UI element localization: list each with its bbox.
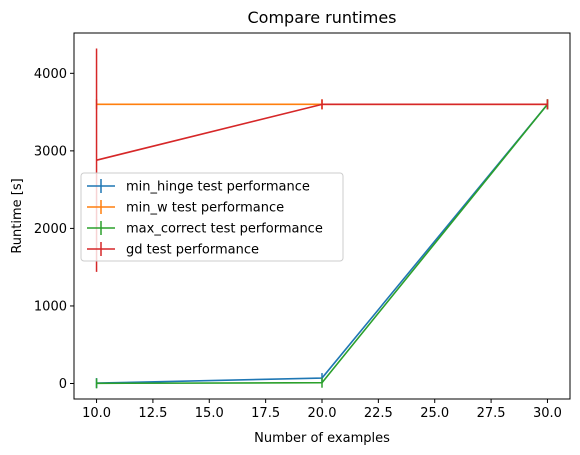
x-tick-label: 12.5 (138, 406, 167, 421)
y-tick-label: 2000 (34, 222, 67, 237)
legend-label: min_hinge test performance (126, 180, 310, 195)
y-tick-label: 3000 (34, 144, 67, 159)
x-tick-label: 30.0 (533, 406, 562, 421)
legend: min_hinge test performance min_w test per… (80, 172, 344, 262)
y-tick-label: 0 (59, 377, 67, 392)
x-tick-label: 10.0 (82, 406, 111, 421)
chart-title: Compare runtimes (247, 8, 396, 27)
x-tick-label: 20.0 (308, 406, 337, 421)
x-tick-label: 25.0 (420, 406, 449, 421)
y-tick-label: 1000 (34, 299, 67, 314)
series-line-4 (96, 103, 548, 161)
x-tick-label: 27.5 (477, 406, 506, 421)
legend-label: gd test performance (126, 243, 259, 258)
x-tick-label: 22.5 (364, 406, 393, 421)
y-tick-label: 4000 (34, 67, 67, 82)
plot-area (95, 48, 549, 389)
legend-frame (80, 172, 344, 262)
x-tick-label: 15.0 (195, 406, 224, 421)
x-tick-label: 17.5 (251, 406, 280, 421)
y-axis: 0 1000 2000 3000 4000 (34, 67, 74, 392)
x-axis-label: Number of examples (254, 431, 390, 446)
legend-label: max_correct test performance (126, 222, 323, 237)
legend-label: min_w test performance (126, 201, 284, 216)
y-axis-label: Runtime [s] (10, 178, 25, 253)
x-axis: 10.0 12.5 15.0 17.5 20.0 22.5 25.0 27.5 30.0 (82, 399, 562, 421)
